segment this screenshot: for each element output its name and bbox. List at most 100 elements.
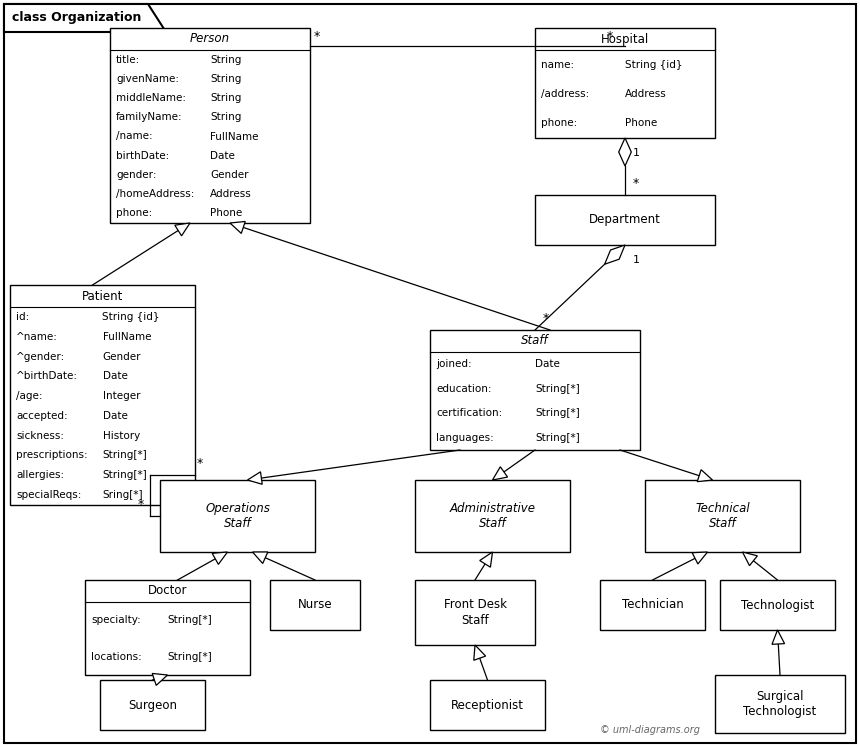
Text: *: *: [138, 498, 144, 511]
Text: languages:: languages:: [436, 433, 494, 443]
Text: String[*]: String[*]: [102, 471, 147, 480]
Polygon shape: [692, 552, 708, 564]
Text: © uml-diagrams.org: © uml-diagrams.org: [600, 725, 700, 735]
Text: String[*]: String[*]: [168, 651, 212, 662]
Text: givenName:: givenName:: [116, 74, 179, 84]
Text: /age:: /age:: [16, 391, 42, 401]
Text: ^birthDate:: ^birthDate:: [16, 371, 78, 381]
Text: prescriptions:: prescriptions:: [16, 450, 88, 460]
Text: String {id}: String {id}: [625, 60, 683, 69]
Bar: [270, 580, 360, 630]
Polygon shape: [474, 645, 486, 660]
Text: Address: Address: [210, 189, 252, 199]
Text: Gender: Gender: [210, 170, 249, 180]
Bar: [415, 580, 535, 645]
Text: /homeAddress:: /homeAddress:: [116, 189, 194, 199]
Bar: [430, 680, 545, 730]
Text: allergies:: allergies:: [16, 471, 64, 480]
Bar: [535, 28, 715, 138]
Text: String[*]: String[*]: [168, 616, 212, 625]
Text: String[*]: String[*]: [535, 409, 580, 418]
Text: ^gender:: ^gender:: [16, 352, 65, 362]
Polygon shape: [253, 552, 267, 563]
Bar: [645, 480, 800, 552]
Text: *: *: [543, 312, 550, 325]
Bar: [85, 580, 250, 675]
Text: Phone: Phone: [625, 118, 657, 128]
Bar: [600, 580, 705, 630]
Text: Date: Date: [535, 359, 560, 369]
Text: phone:: phone:: [541, 118, 577, 128]
Text: Phone: Phone: [210, 208, 243, 218]
Text: 1: 1: [633, 148, 640, 158]
Text: sickness:: sickness:: [16, 431, 64, 441]
Bar: [430, 330, 640, 450]
Text: String: String: [210, 112, 242, 123]
Text: phone:: phone:: [116, 208, 152, 218]
Text: *: *: [633, 177, 639, 190]
Text: Date: Date: [102, 371, 127, 381]
Polygon shape: [4, 4, 166, 32]
Text: Hospital: Hospital: [601, 33, 649, 46]
Polygon shape: [212, 552, 228, 564]
Text: /name:: /name:: [116, 131, 152, 141]
Text: Date: Date: [102, 411, 127, 421]
Text: certification:: certification:: [436, 409, 502, 418]
Polygon shape: [605, 245, 625, 264]
Text: Operations
Staff: Operations Staff: [205, 502, 270, 530]
Text: String: String: [210, 93, 242, 103]
Bar: [110, 28, 310, 223]
Polygon shape: [772, 630, 784, 645]
Text: Technician: Technician: [622, 598, 684, 612]
Polygon shape: [230, 221, 245, 233]
Polygon shape: [152, 674, 168, 686]
Bar: [10, 285, 195, 505]
Text: accepted:: accepted:: [16, 411, 68, 421]
Text: ^name:: ^name:: [16, 332, 58, 341]
Polygon shape: [697, 470, 712, 482]
Text: Gender: Gender: [102, 352, 141, 362]
Text: Receptionist: Receptionist: [451, 698, 524, 711]
Polygon shape: [618, 138, 631, 166]
Bar: [415, 480, 570, 552]
Text: /address:: /address:: [541, 89, 589, 99]
Text: name:: name:: [541, 60, 574, 69]
Text: FullName: FullName: [210, 131, 259, 141]
Bar: [100, 680, 205, 730]
Text: Sring[*]: Sring[*]: [102, 490, 143, 500]
Text: FullName: FullName: [102, 332, 151, 341]
Text: History: History: [102, 431, 139, 441]
Text: title:: title:: [116, 55, 140, 64]
Bar: [720, 580, 835, 630]
Text: education:: education:: [436, 384, 492, 394]
Text: Staff: Staff: [521, 335, 549, 347]
Bar: [160, 480, 315, 552]
Text: Technical
Staff: Technical Staff: [695, 502, 750, 530]
Text: *: *: [607, 30, 613, 43]
Text: *: *: [314, 30, 320, 43]
Text: specialReqs:: specialReqs:: [16, 490, 82, 500]
Polygon shape: [480, 552, 493, 567]
Text: Person: Person: [190, 33, 230, 46]
Text: Doctor: Doctor: [148, 584, 187, 598]
Text: Administrative
Staff: Administrative Staff: [450, 502, 536, 530]
Text: class Organization: class Organization: [12, 11, 142, 25]
Polygon shape: [493, 467, 507, 480]
Text: Date: Date: [210, 151, 235, 161]
Text: specialty:: specialty:: [91, 616, 141, 625]
Text: Department: Department: [589, 214, 661, 226]
Text: String[*]: String[*]: [535, 384, 580, 394]
Text: birthDate:: birthDate:: [116, 151, 169, 161]
Text: Technologist: Technologist: [740, 598, 814, 612]
Text: Nurse: Nurse: [298, 598, 332, 612]
Text: gender:: gender:: [116, 170, 157, 180]
Text: Integer: Integer: [102, 391, 140, 401]
Polygon shape: [742, 552, 758, 565]
Text: joined:: joined:: [436, 359, 471, 369]
Text: String {id}: String {id}: [102, 312, 160, 322]
Text: String[*]: String[*]: [102, 450, 147, 460]
Text: 1: 1: [633, 255, 640, 265]
Bar: [535, 195, 715, 245]
Text: Surgical
Technologist: Surgical Technologist: [743, 690, 817, 718]
Text: String: String: [210, 55, 242, 64]
